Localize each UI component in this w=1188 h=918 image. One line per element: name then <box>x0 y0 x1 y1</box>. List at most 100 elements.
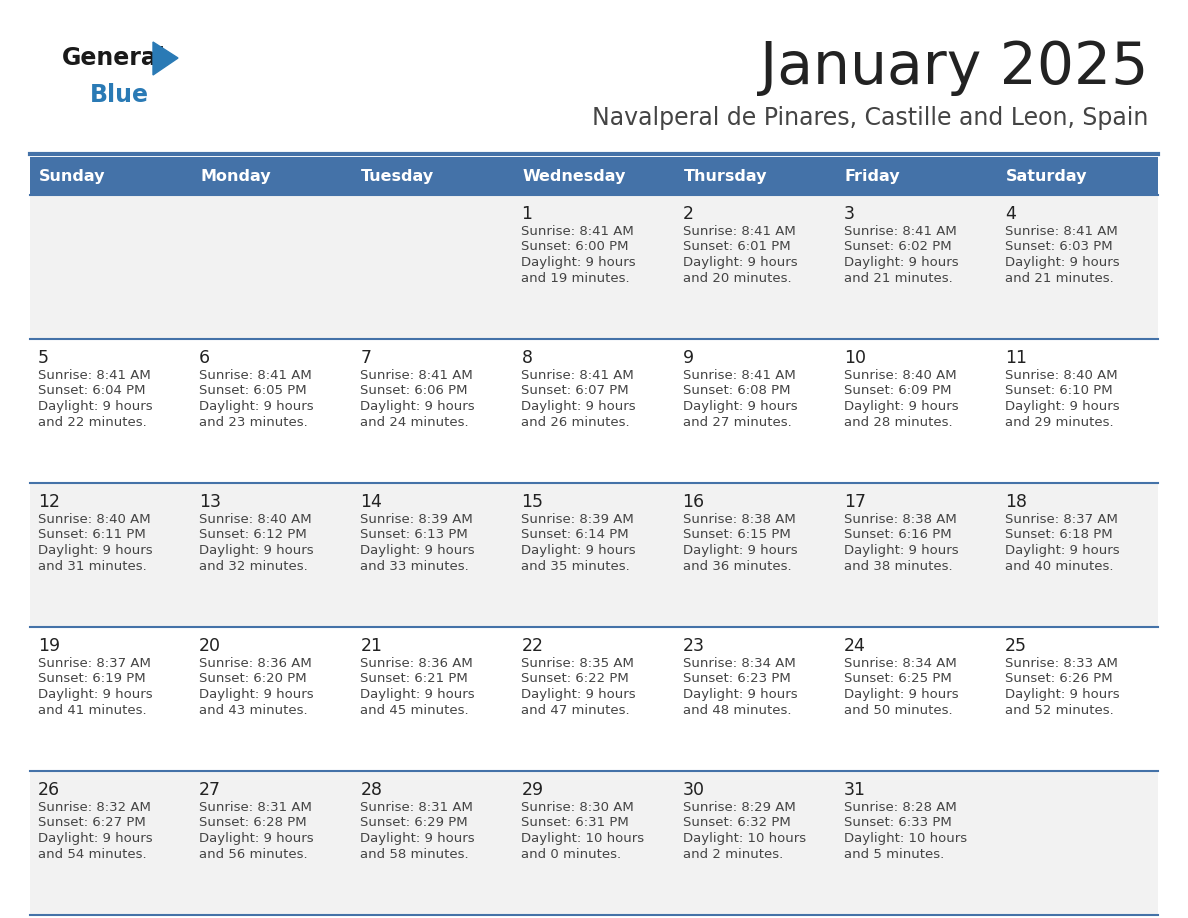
Text: 24: 24 <box>843 637 866 655</box>
Text: Sunday: Sunday <box>39 169 106 184</box>
Text: Daylight: 9 hours: Daylight: 9 hours <box>38 400 152 413</box>
Text: Sunrise: 8:39 AM: Sunrise: 8:39 AM <box>360 513 473 526</box>
Text: and 31 minutes.: and 31 minutes. <box>38 559 147 573</box>
Text: Sunset: 6:00 PM: Sunset: 6:00 PM <box>522 241 628 253</box>
Text: January 2025: January 2025 <box>759 39 1148 96</box>
Text: and 32 minutes.: and 32 minutes. <box>200 559 308 573</box>
Text: and 47 minutes.: and 47 minutes. <box>522 703 630 717</box>
Text: Sunrise: 8:41 AM: Sunrise: 8:41 AM <box>38 369 151 382</box>
Text: and 45 minutes.: and 45 minutes. <box>360 703 469 717</box>
Text: Daylight: 10 hours: Daylight: 10 hours <box>522 832 645 845</box>
Text: and 21 minutes.: and 21 minutes. <box>843 272 953 285</box>
Text: and 29 minutes.: and 29 minutes. <box>1005 416 1113 429</box>
Text: Sunset: 6:02 PM: Sunset: 6:02 PM <box>843 241 952 253</box>
Text: Sunrise: 8:31 AM: Sunrise: 8:31 AM <box>200 801 312 814</box>
Text: 20: 20 <box>200 637 221 655</box>
Text: Sunrise: 8:34 AM: Sunrise: 8:34 AM <box>843 657 956 670</box>
Text: Sunrise: 8:38 AM: Sunrise: 8:38 AM <box>843 513 956 526</box>
Text: Wednesday: Wednesday <box>523 169 626 184</box>
Text: Sunrise: 8:31 AM: Sunrise: 8:31 AM <box>360 801 473 814</box>
Text: and 20 minutes.: and 20 minutes. <box>683 272 791 285</box>
Text: and 24 minutes.: and 24 minutes. <box>360 416 469 429</box>
Text: and 38 minutes.: and 38 minutes. <box>843 559 953 573</box>
Text: Sunset: 6:20 PM: Sunset: 6:20 PM <box>200 673 307 686</box>
Text: Sunset: 6:05 PM: Sunset: 6:05 PM <box>200 385 307 397</box>
Text: Daylight: 9 hours: Daylight: 9 hours <box>843 688 959 701</box>
Bar <box>30 627 1158 771</box>
Text: Sunset: 6:15 PM: Sunset: 6:15 PM <box>683 529 790 542</box>
Text: Daylight: 9 hours: Daylight: 9 hours <box>1005 400 1119 413</box>
Text: Daylight: 9 hours: Daylight: 9 hours <box>360 688 475 701</box>
Text: Sunrise: 8:40 AM: Sunrise: 8:40 AM <box>843 369 956 382</box>
Text: Daylight: 9 hours: Daylight: 9 hours <box>522 688 636 701</box>
Text: Sunset: 6:13 PM: Sunset: 6:13 PM <box>360 529 468 542</box>
Text: 14: 14 <box>360 493 383 511</box>
Text: Sunset: 6:32 PM: Sunset: 6:32 PM <box>683 816 790 830</box>
Text: Daylight: 9 hours: Daylight: 9 hours <box>1005 544 1119 557</box>
Text: and 56 minutes.: and 56 minutes. <box>200 847 308 860</box>
Text: Blue: Blue <box>90 83 148 107</box>
Bar <box>30 157 191 195</box>
Text: 10: 10 <box>843 349 866 367</box>
Bar <box>191 157 353 195</box>
Text: Sunset: 6:01 PM: Sunset: 6:01 PM <box>683 241 790 253</box>
Text: 6: 6 <box>200 349 210 367</box>
Text: Daylight: 10 hours: Daylight: 10 hours <box>843 832 967 845</box>
Text: Sunset: 6:27 PM: Sunset: 6:27 PM <box>38 816 146 830</box>
Text: Daylight: 9 hours: Daylight: 9 hours <box>683 688 797 701</box>
Bar <box>30 339 1158 483</box>
Text: 23: 23 <box>683 637 704 655</box>
Text: 18: 18 <box>1005 493 1026 511</box>
Text: Sunset: 6:18 PM: Sunset: 6:18 PM <box>1005 529 1112 542</box>
Bar <box>513 157 675 195</box>
Text: Daylight: 9 hours: Daylight: 9 hours <box>38 544 152 557</box>
Text: 21: 21 <box>360 637 383 655</box>
Text: Daylight: 9 hours: Daylight: 9 hours <box>683 400 797 413</box>
Text: 11: 11 <box>1005 349 1026 367</box>
Text: Sunrise: 8:38 AM: Sunrise: 8:38 AM <box>683 513 795 526</box>
Text: Sunset: 6:19 PM: Sunset: 6:19 PM <box>38 673 146 686</box>
Text: 3: 3 <box>843 205 854 223</box>
Bar <box>30 483 1158 627</box>
Text: Daylight: 9 hours: Daylight: 9 hours <box>360 400 475 413</box>
Text: Daylight: 9 hours: Daylight: 9 hours <box>843 256 959 269</box>
Bar <box>30 195 1158 339</box>
Text: 28: 28 <box>360 781 383 799</box>
Text: Sunset: 6:25 PM: Sunset: 6:25 PM <box>843 673 952 686</box>
Text: 15: 15 <box>522 493 543 511</box>
Text: Sunset: 6:22 PM: Sunset: 6:22 PM <box>522 673 630 686</box>
Text: Sunset: 6:04 PM: Sunset: 6:04 PM <box>38 385 145 397</box>
Text: Thursday: Thursday <box>683 169 767 184</box>
Text: Sunrise: 8:39 AM: Sunrise: 8:39 AM <box>522 513 634 526</box>
Text: Sunset: 6:26 PM: Sunset: 6:26 PM <box>1005 673 1112 686</box>
Text: Sunrise: 8:36 AM: Sunrise: 8:36 AM <box>200 657 312 670</box>
Text: Daylight: 9 hours: Daylight: 9 hours <box>522 256 636 269</box>
Text: Sunrise: 8:34 AM: Sunrise: 8:34 AM <box>683 657 795 670</box>
Text: Sunset: 6:31 PM: Sunset: 6:31 PM <box>522 816 630 830</box>
Text: Sunset: 6:14 PM: Sunset: 6:14 PM <box>522 529 630 542</box>
Text: Sunrise: 8:32 AM: Sunrise: 8:32 AM <box>38 801 151 814</box>
Text: Sunrise: 8:28 AM: Sunrise: 8:28 AM <box>843 801 956 814</box>
Text: 26: 26 <box>38 781 61 799</box>
Text: 2: 2 <box>683 205 694 223</box>
Text: 16: 16 <box>683 493 704 511</box>
Text: and 48 minutes.: and 48 minutes. <box>683 703 791 717</box>
Text: Daylight: 9 hours: Daylight: 9 hours <box>200 400 314 413</box>
Text: Sunrise: 8:29 AM: Sunrise: 8:29 AM <box>683 801 795 814</box>
Text: and 40 minutes.: and 40 minutes. <box>1005 559 1113 573</box>
Text: Sunrise: 8:41 AM: Sunrise: 8:41 AM <box>843 225 956 238</box>
Text: Sunrise: 8:41 AM: Sunrise: 8:41 AM <box>683 369 795 382</box>
Text: Sunrise: 8:41 AM: Sunrise: 8:41 AM <box>522 369 634 382</box>
Text: and 54 minutes.: and 54 minutes. <box>38 847 146 860</box>
Text: Sunset: 6:33 PM: Sunset: 6:33 PM <box>843 816 952 830</box>
Text: Sunrise: 8:40 AM: Sunrise: 8:40 AM <box>200 513 311 526</box>
Text: and 41 minutes.: and 41 minutes. <box>38 703 146 717</box>
Text: Daylight: 9 hours: Daylight: 9 hours <box>843 400 959 413</box>
Text: Sunrise: 8:41 AM: Sunrise: 8:41 AM <box>522 225 634 238</box>
Text: and 5 minutes.: and 5 minutes. <box>843 847 944 860</box>
Text: Sunset: 6:08 PM: Sunset: 6:08 PM <box>683 385 790 397</box>
Text: 27: 27 <box>200 781 221 799</box>
Text: and 35 minutes.: and 35 minutes. <box>522 559 630 573</box>
Text: and 36 minutes.: and 36 minutes. <box>683 559 791 573</box>
Text: Daylight: 9 hours: Daylight: 9 hours <box>683 544 797 557</box>
